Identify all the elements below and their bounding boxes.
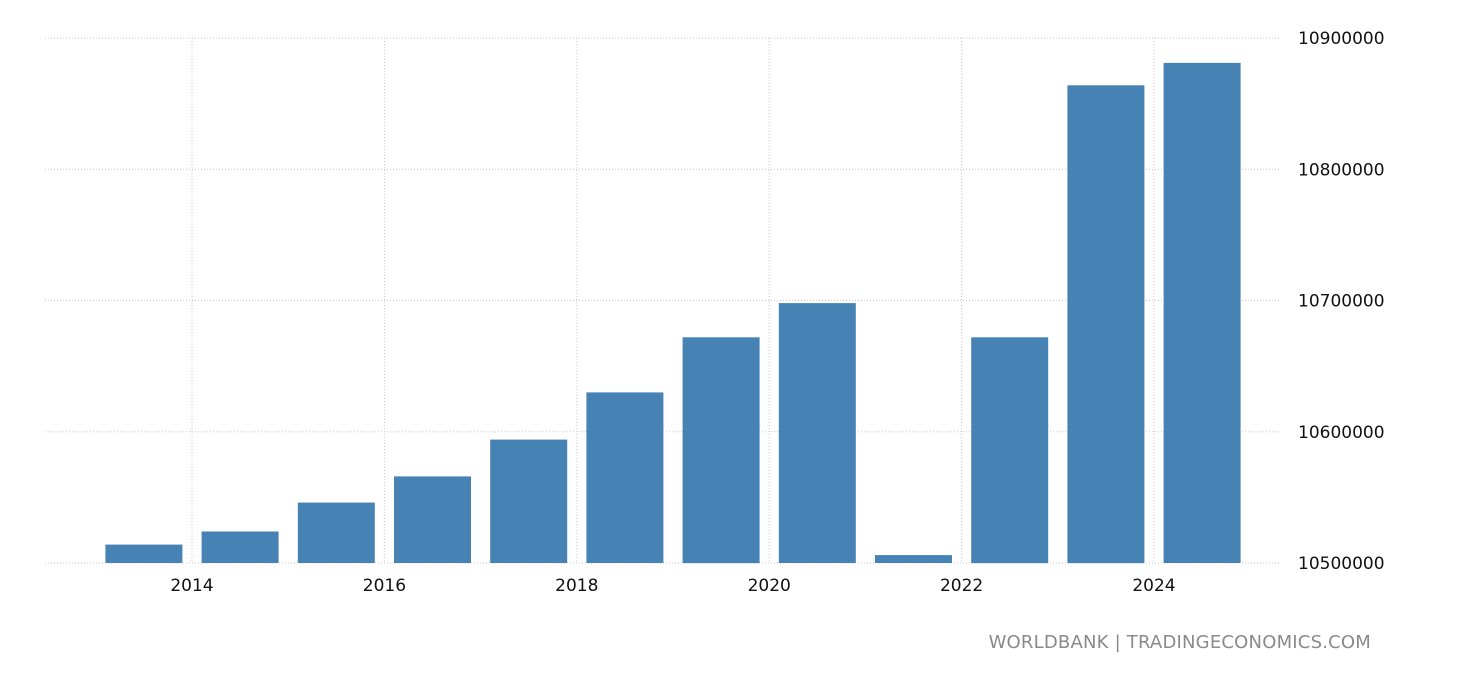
bar-2020 bbox=[778, 303, 856, 563]
bar-2018 bbox=[586, 392, 664, 563]
bar-2017 bbox=[490, 439, 568, 563]
bars bbox=[105, 62, 1241, 564]
y-tick-label: 10700000 bbox=[1298, 292, 1385, 312]
x-axis-ticks: 2014 2016 2018 2020 2022 2024 bbox=[170, 576, 1175, 596]
bar-2022 bbox=[971, 337, 1049, 564]
y-tick-label: 10800000 bbox=[1298, 160, 1385, 180]
bar-2015 bbox=[297, 502, 375, 563]
source-label: WORLDBANK | TRADINGECONOMICS.COM bbox=[988, 632, 1371, 653]
x-tick-label: 2014 bbox=[170, 576, 213, 596]
x-tick-label: 2018 bbox=[555, 576, 598, 596]
x-tick-label: 2016 bbox=[363, 576, 406, 596]
bar-2024 bbox=[1163, 62, 1241, 564]
x-tick-label: 2020 bbox=[748, 576, 791, 596]
x-tick-label: 2024 bbox=[1132, 576, 1175, 596]
bar-2013 bbox=[105, 544, 183, 563]
bar-2019 bbox=[682, 337, 760, 564]
bar-2016 bbox=[394, 476, 471, 563]
bar-2014 bbox=[201, 531, 279, 563]
y-tick-label: 10900000 bbox=[1298, 29, 1385, 49]
y-axis-ticks: 10500000 10600000 10700000 10800000 10900000 bbox=[1298, 29, 1385, 574]
bar-2021 bbox=[875, 555, 952, 563]
y-tick-label: 10500000 bbox=[1298, 554, 1385, 574]
y-tick-label: 10600000 bbox=[1298, 423, 1385, 443]
x-tick-label: 2022 bbox=[940, 576, 983, 596]
bar-2023 bbox=[1067, 85, 1145, 564]
